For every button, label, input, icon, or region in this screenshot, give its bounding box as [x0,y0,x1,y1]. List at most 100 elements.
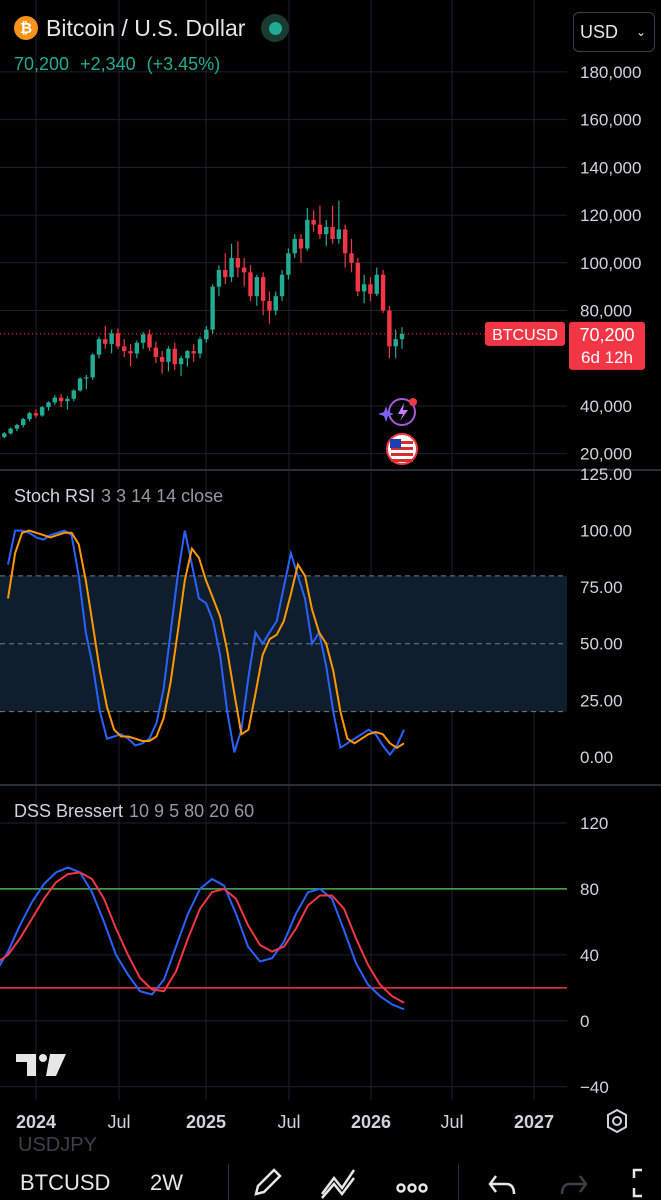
candle-body [210,286,215,330]
symbol-header[interactable]: ₿ Bitcoin / U.S. Dollar [14,14,290,42]
candle-body [128,351,133,354]
candle-body [185,351,190,359]
time-tick-label: Jul [440,1112,463,1132]
price-tick-label: 20,000 [580,445,632,464]
candle-body [292,238,297,254]
dss-series-red [0,871,405,1004]
candle-body [14,425,20,429]
candle-body [39,407,45,416]
candle-body [298,238,304,249]
candle-body [241,267,247,273]
candle-body [115,333,121,347]
candle-body [191,351,196,354]
market-status-icon[interactable] [261,14,290,42]
candle-body [223,269,228,278]
candle-body [229,258,234,278]
more-icon[interactable] [394,1164,430,1200]
price-change: +2,340 [80,54,136,74]
fullscreen-icon[interactable] [628,1164,661,1200]
candle-body [33,413,39,416]
dss-series-blue [0,866,405,1011]
candle-body [336,229,342,239]
candle-body [71,390,76,399]
candle-body [8,428,13,434]
undo-icon[interactable] [484,1164,520,1200]
candle-body [46,402,51,408]
candle-body [248,272,253,297]
stoch-tick-label: 50.00 [580,635,623,654]
settings-icon[interactable] [604,1108,630,1134]
time-tick-label: 2026 [351,1112,391,1132]
stoch-series-d [7,529,405,749]
toolbar-divider [458,1164,459,1200]
symbol-title[interactable]: Bitcoin / U.S. Dollar [46,14,246,41]
candle-body [58,397,64,402]
candle-body [90,354,95,378]
us-flag-canton [390,439,401,448]
candle-body [286,253,291,275]
us-flag-stripe [391,453,413,456]
candle-body [324,227,329,235]
candle-body [267,300,272,311]
interval-button[interactable]: 2W [150,1170,183,1195]
candle-body [204,329,209,340]
price-summary: 70,200 +2,340 (+3.45%) [14,54,226,75]
candle-body [399,333,405,340]
candle-body [21,419,26,426]
bitcoin-icon: ₿ [14,16,38,40]
candle-body [109,333,114,344]
time-tick-label: Jul [107,1112,130,1132]
ai-sparkle-star [378,406,394,422]
stoch-tick-label: 75.00 [580,578,623,597]
currency-value: USD [580,21,619,42]
dss-bressert-label[interactable]: DSS Bressert 10 9 5 80 20 60 [14,801,254,822]
candle-body [166,348,171,362]
indicators-icon[interactable] [320,1164,356,1200]
us-flag-stripe [391,459,413,462]
candle-body [159,357,165,362]
redo-icon[interactable] [556,1164,592,1200]
symbol-button[interactable]: BTCUSD [20,1170,111,1195]
candle-body [387,310,392,347]
price-tick-label: 160,000 [580,111,641,130]
candle-body [65,398,70,402]
time-tick-label: 2025 [186,1112,226,1132]
candle-body [330,227,335,239]
stoch-rsi-label[interactable]: Stoch RSI 3 3 14 14 close [14,486,223,507]
dss-tick-label: 120 [580,814,608,833]
candle-body [349,253,354,263]
faded-symbol: USDJPY [18,1134,97,1156]
ai-sparkle-bolt [398,403,408,421]
candle-body [305,219,310,249]
price-tick-label: 180,000 [580,63,641,82]
candle-body [260,277,266,301]
price-tick-label: 140,000 [580,158,641,177]
ai-sparkle-icon [378,398,417,426]
dss-tick-label: 80 [580,880,599,899]
price-tick-label: 100,000 [580,254,641,273]
candle-body [317,224,323,235]
candle-body [342,229,348,254]
candle-body [27,413,32,420]
stoch-tick-label: 0.00 [580,748,613,767]
candle-body [178,358,184,365]
symbol-price-tag [485,321,565,346]
stoch-tick-label: 125.00 [580,465,632,484]
candle-body [361,284,367,292]
candle-body [393,339,398,347]
candle-body [52,397,58,403]
candle-body [380,274,386,311]
candle-body [122,346,127,352]
candle-body [172,348,177,365]
indicator-params: 3 3 14 14 close [101,486,224,506]
candle-body [254,277,260,297]
indicator-name: DSS Bressert [14,801,124,821]
candle-body [134,342,140,354]
currency-select[interactable]: USD ⌄ [573,12,655,52]
candle-body [355,262,361,292]
candle-body [77,378,83,391]
tradingview-logo[interactable] [16,1052,68,1078]
candle-body [153,347,159,358]
draw-icon[interactable] [248,1164,284,1200]
